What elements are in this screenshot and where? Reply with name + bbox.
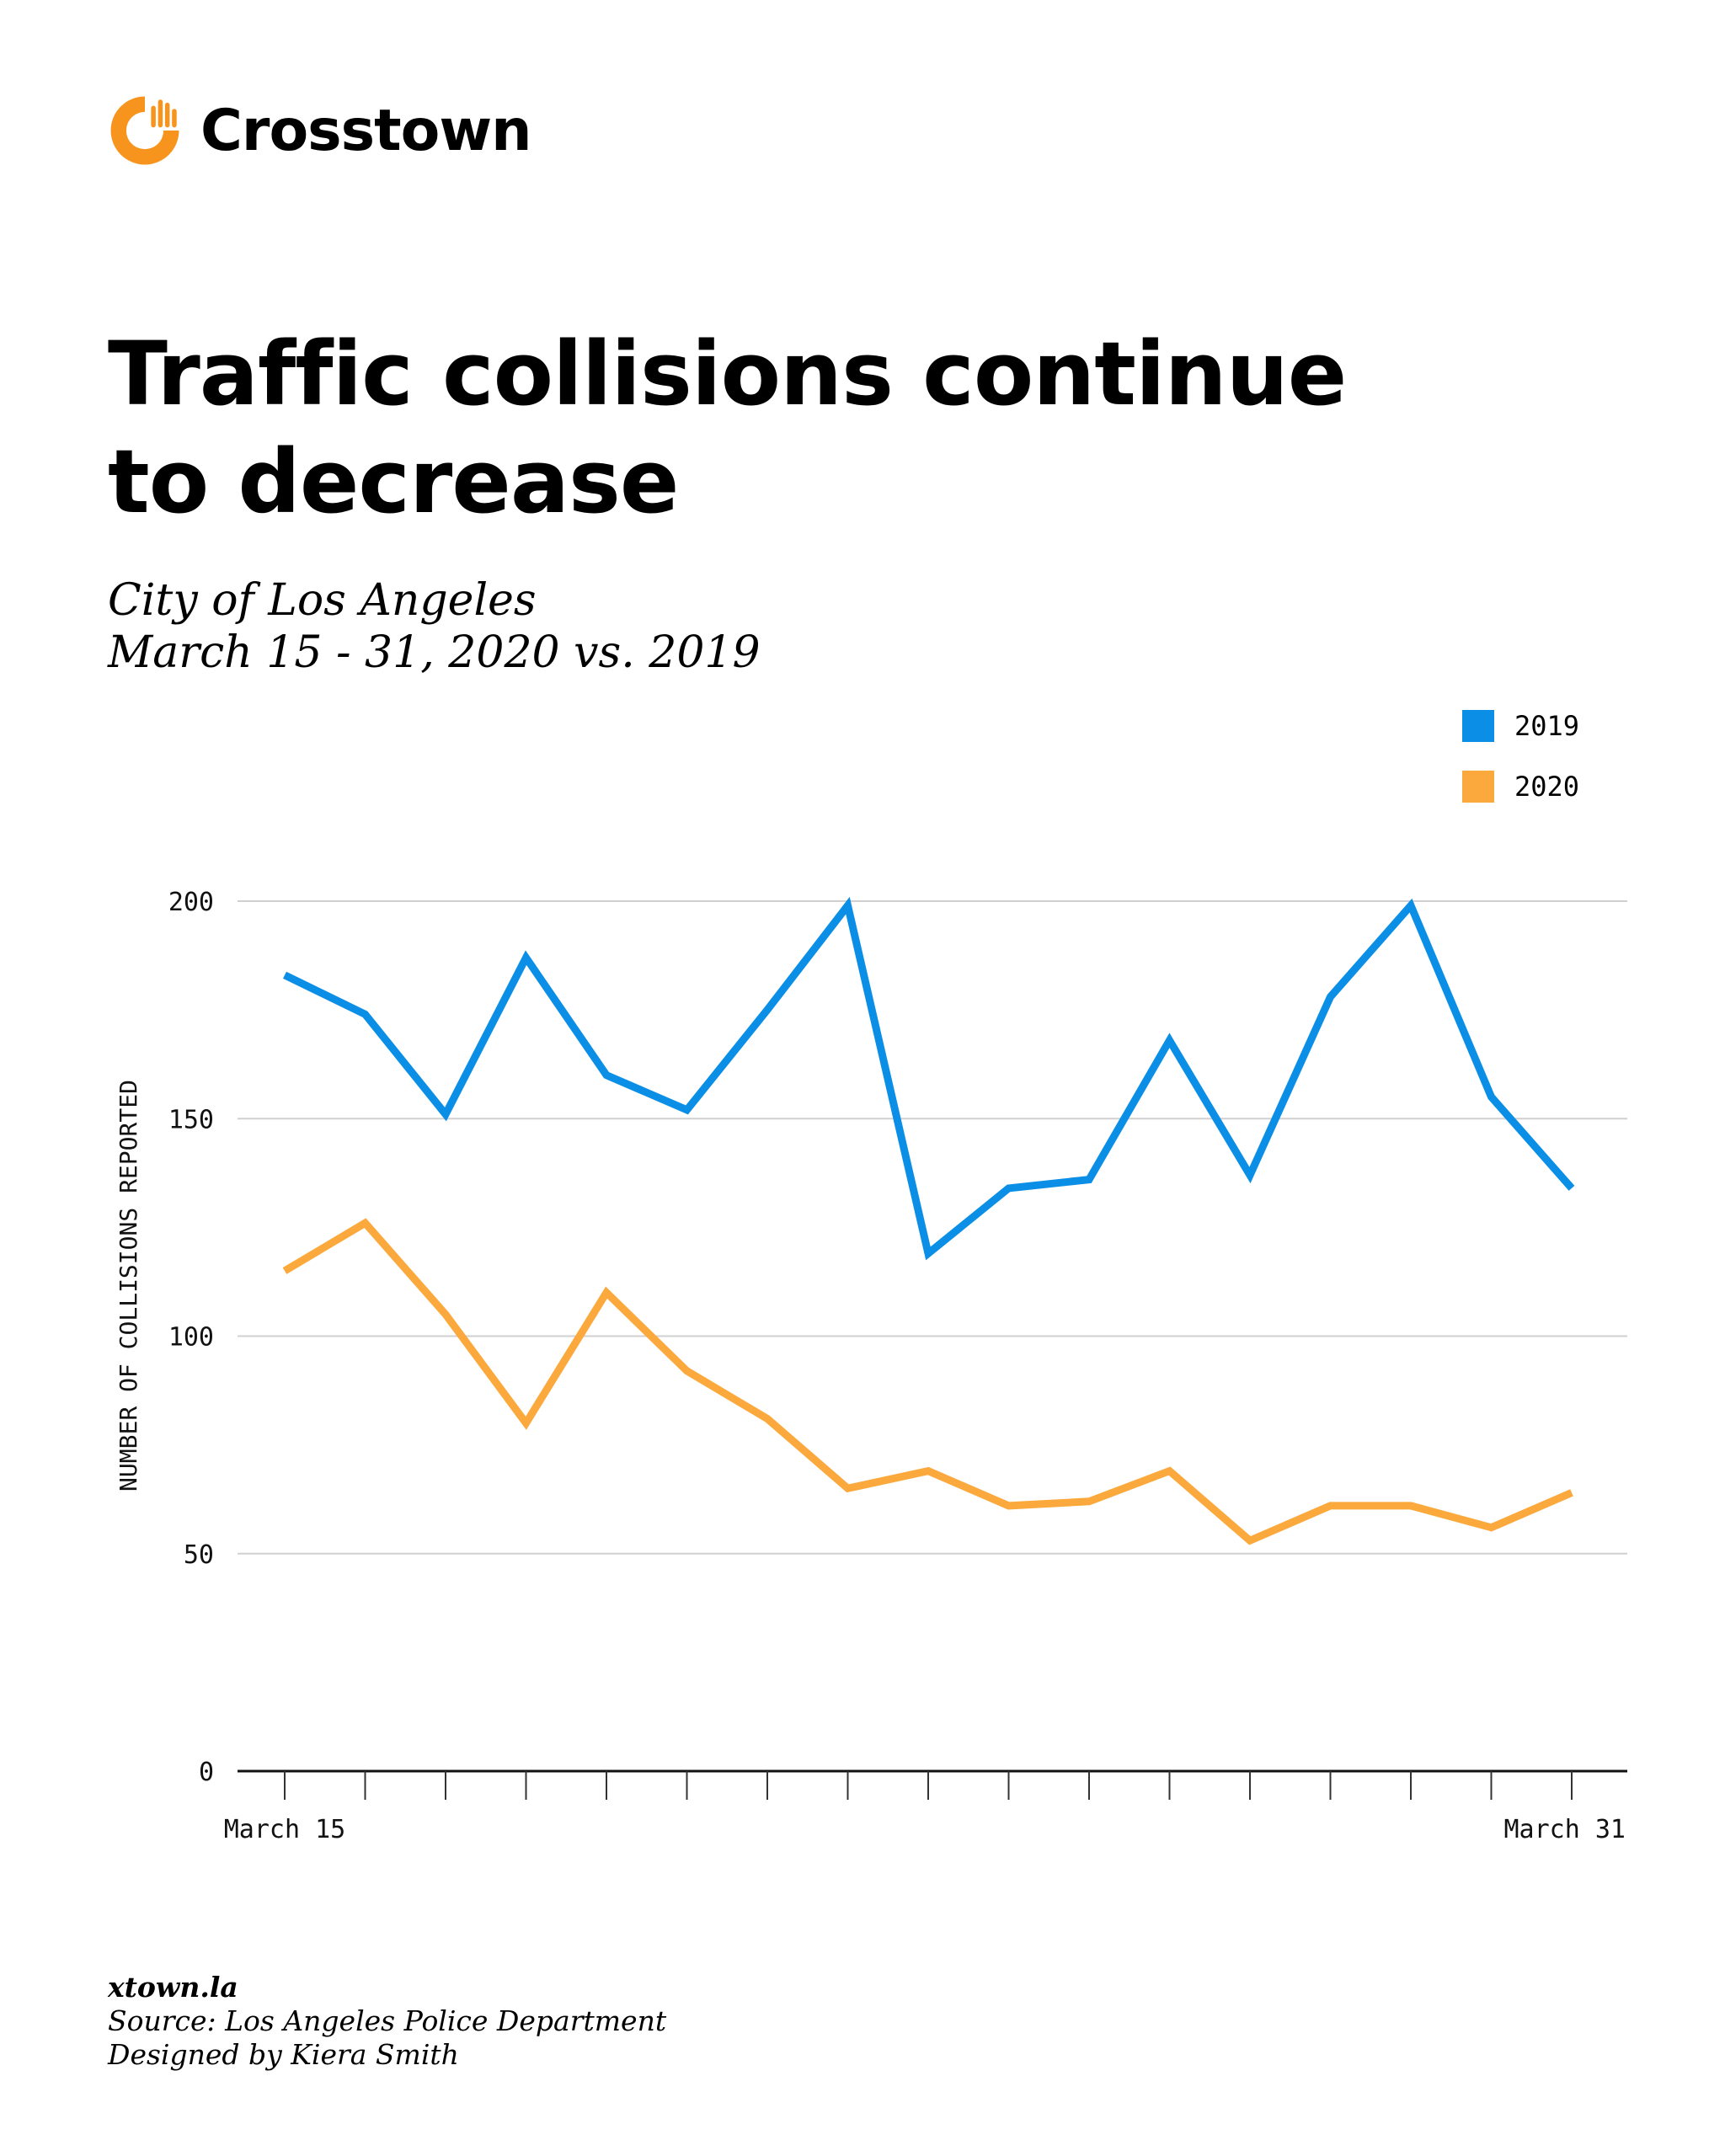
x-tick-label-first: March 15: [224, 1815, 346, 1844]
brand-name: Crosstown: [200, 97, 532, 164]
subtitle: City of Los Angeles March 15 - 31, 2020 …: [108, 574, 761, 679]
chart-legend: 2019 2020: [1462, 709, 1579, 830]
legend-label-2020: 2020: [1514, 771, 1580, 803]
legend-swatch-2020: [1462, 771, 1494, 803]
line-chart: 0 50 100 150 200 March 15 March 31 NUMBER OF CO…: [115, 888, 1627, 1844]
y-tick-label-50: 50: [184, 1540, 214, 1570]
legend-item-2019: 2019: [1462, 709, 1579, 743]
y-tick-label-0: 0: [199, 1758, 214, 1787]
y-axis-label: NUMBER OF COLLISIONS REPORTED: [115, 1080, 142, 1492]
y-tick-label-200: 200: [168, 888, 214, 917]
series-line-2020: [282, 1218, 1573, 1545]
subtitle-line-2: March 15 - 31, 2020 vs. 2019: [108, 627, 761, 678]
crosstown-hand-logo-icon: [110, 96, 179, 165]
legend-item-2020: 2020: [1462, 770, 1579, 803]
title-line-1: Traffic collisions continue: [108, 323, 1347, 425]
legend-swatch-2019: [1462, 710, 1494, 742]
x-tick-label-last: March 31: [1504, 1815, 1626, 1844]
footer-site: xtown.la: [108, 1971, 238, 2004]
y-tick-label-100: 100: [168, 1323, 214, 1353]
subtitle-line-1: City of Los Angeles: [108, 575, 537, 626]
page-title: Traffic collisions continue to decrease: [108, 320, 1540, 536]
y-tick-label-150: 150: [168, 1105, 214, 1134]
footer: xtown.la Source: Los Angeles Police Depa…: [108, 1971, 666, 2072]
footer-source: Source: Los Angeles Police Department: [108, 2004, 667, 2037]
title-line-2: to decrease: [108, 430, 679, 533]
series-line-2019: [283, 896, 1575, 1261]
footer-credit: Designed by Kiera Smith: [108, 2038, 459, 2071]
brand-header: Crosstown: [106, 93, 532, 168]
legend-label-2019: 2019: [1514, 710, 1580, 742]
